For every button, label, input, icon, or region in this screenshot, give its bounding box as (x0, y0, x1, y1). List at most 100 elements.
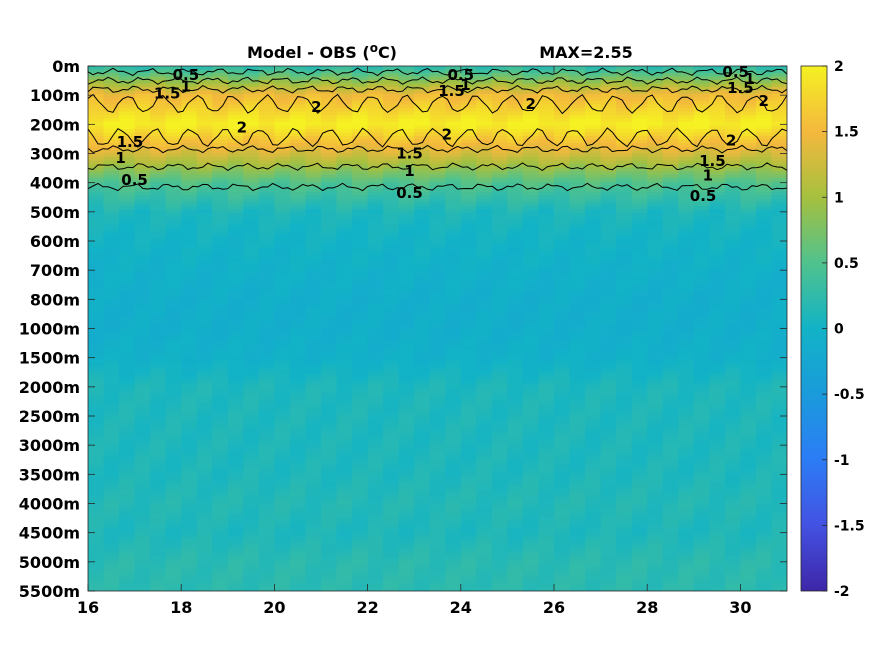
heatmap-cell (88, 227, 105, 232)
heatmap-cell (367, 202, 384, 207)
heatmap-cell (755, 321, 773, 326)
heatmap-cell (227, 188, 244, 193)
heatmap-cell (88, 76, 105, 81)
heatmap-cell (165, 374, 182, 379)
heatmap-cell (289, 405, 307, 410)
heatmap-cell (445, 269, 462, 274)
heatmap-cell (367, 283, 384, 288)
heatmap-cell (647, 101, 664, 106)
heatmap-cell (88, 136, 105, 141)
heatmap-cell (321, 66, 338, 71)
heatmap-cell (631, 444, 648, 449)
heatmap-cell (336, 223, 353, 228)
heatmap-cell (243, 248, 260, 253)
heatmap-cell (662, 230, 679, 235)
heatmap-cell (398, 412, 415, 417)
heatmap-cell (336, 206, 353, 211)
heatmap-cell (771, 290, 787, 295)
heatmap-cell (554, 426, 571, 431)
heatmap-cell (678, 384, 695, 389)
heatmap-cell (491, 171, 508, 176)
heatmap-cell (150, 314, 167, 319)
heatmap-cell (445, 255, 462, 260)
heatmap-cell (289, 409, 307, 414)
heatmap-cell (476, 325, 493, 330)
heatmap-cell (693, 251, 710, 256)
heatmap-cell (678, 94, 695, 99)
heatmap-cell (662, 279, 679, 284)
heatmap-cell (227, 258, 244, 263)
heatmap-cell (165, 363, 182, 368)
heatmap-cell (103, 416, 120, 421)
heatmap-cell (227, 395, 244, 400)
heatmap-cell (165, 94, 182, 99)
heatmap-cell (662, 188, 679, 193)
heatmap-cell (616, 409, 633, 414)
heatmap-cell (755, 83, 773, 88)
heatmap-cell (678, 83, 695, 88)
heatmap-cell (631, 195, 648, 200)
heatmap-cell (134, 304, 151, 309)
heatmap-cell (569, 437, 586, 442)
heatmap-cell (476, 356, 493, 361)
heatmap-cell (181, 367, 198, 372)
heatmap-cell (227, 402, 244, 407)
heatmap-cell (460, 332, 477, 337)
heatmap-cell (181, 185, 198, 190)
heatmap-cell (755, 374, 773, 379)
heatmap-cell (165, 227, 182, 232)
heatmap-cell (289, 230, 307, 235)
heatmap-cell (212, 444, 229, 449)
heatmap-cell (305, 83, 322, 88)
heatmap-cell (585, 108, 602, 113)
heatmap-cell (662, 202, 679, 207)
heatmap-cell (709, 258, 726, 263)
heatmap-cell (383, 234, 400, 239)
heatmap-cell (507, 283, 524, 288)
heatmap-cell (383, 230, 400, 235)
heatmap-cell (258, 227, 275, 232)
heatmap-cell (429, 111, 446, 116)
heatmap-cell (476, 339, 493, 344)
heatmap-cell (740, 153, 757, 158)
heatmap-cell (647, 328, 664, 333)
heatmap-cell (522, 363, 540, 368)
heatmap-cell (522, 398, 540, 403)
heatmap-cell (181, 206, 198, 211)
heatmap-cell (662, 307, 679, 312)
heatmap-cell (771, 311, 787, 316)
heatmap-cell (585, 248, 602, 253)
heatmap-cell (119, 244, 136, 249)
heatmap-cell (134, 118, 151, 123)
heatmap-cell (709, 423, 726, 428)
heatmap-cell (227, 290, 244, 295)
heatmap-cell (150, 192, 167, 197)
heatmap-cell (243, 199, 260, 204)
heatmap-cell (243, 80, 260, 85)
heatmap-cell (150, 83, 167, 88)
heatmap-cell (491, 139, 508, 144)
heatmap-cell (103, 300, 120, 305)
heatmap-cell (569, 304, 586, 309)
heatmap-cell (150, 363, 167, 368)
heatmap-cell (289, 279, 307, 284)
heatmap-cell (352, 304, 369, 309)
heatmap-cell (755, 146, 773, 151)
heatmap-cell (212, 181, 229, 186)
heatmap-cell (165, 223, 182, 228)
heatmap-cell (460, 311, 477, 316)
heatmap-cell (647, 206, 664, 211)
heatmap-cell (771, 143, 787, 148)
heatmap-cell (507, 181, 524, 186)
heatmap-cell (724, 451, 741, 456)
heatmap-cell (119, 241, 136, 246)
heatmap-cell (336, 153, 353, 158)
heatmap-cell (243, 290, 260, 295)
heatmap-cell (429, 237, 446, 242)
heatmap-cell (771, 297, 787, 302)
heatmap-cell (724, 391, 741, 396)
heatmap-cell (709, 101, 726, 106)
heatmap-cell (616, 262, 633, 267)
heatmap-cell (336, 234, 353, 239)
heatmap-cell (258, 181, 275, 186)
